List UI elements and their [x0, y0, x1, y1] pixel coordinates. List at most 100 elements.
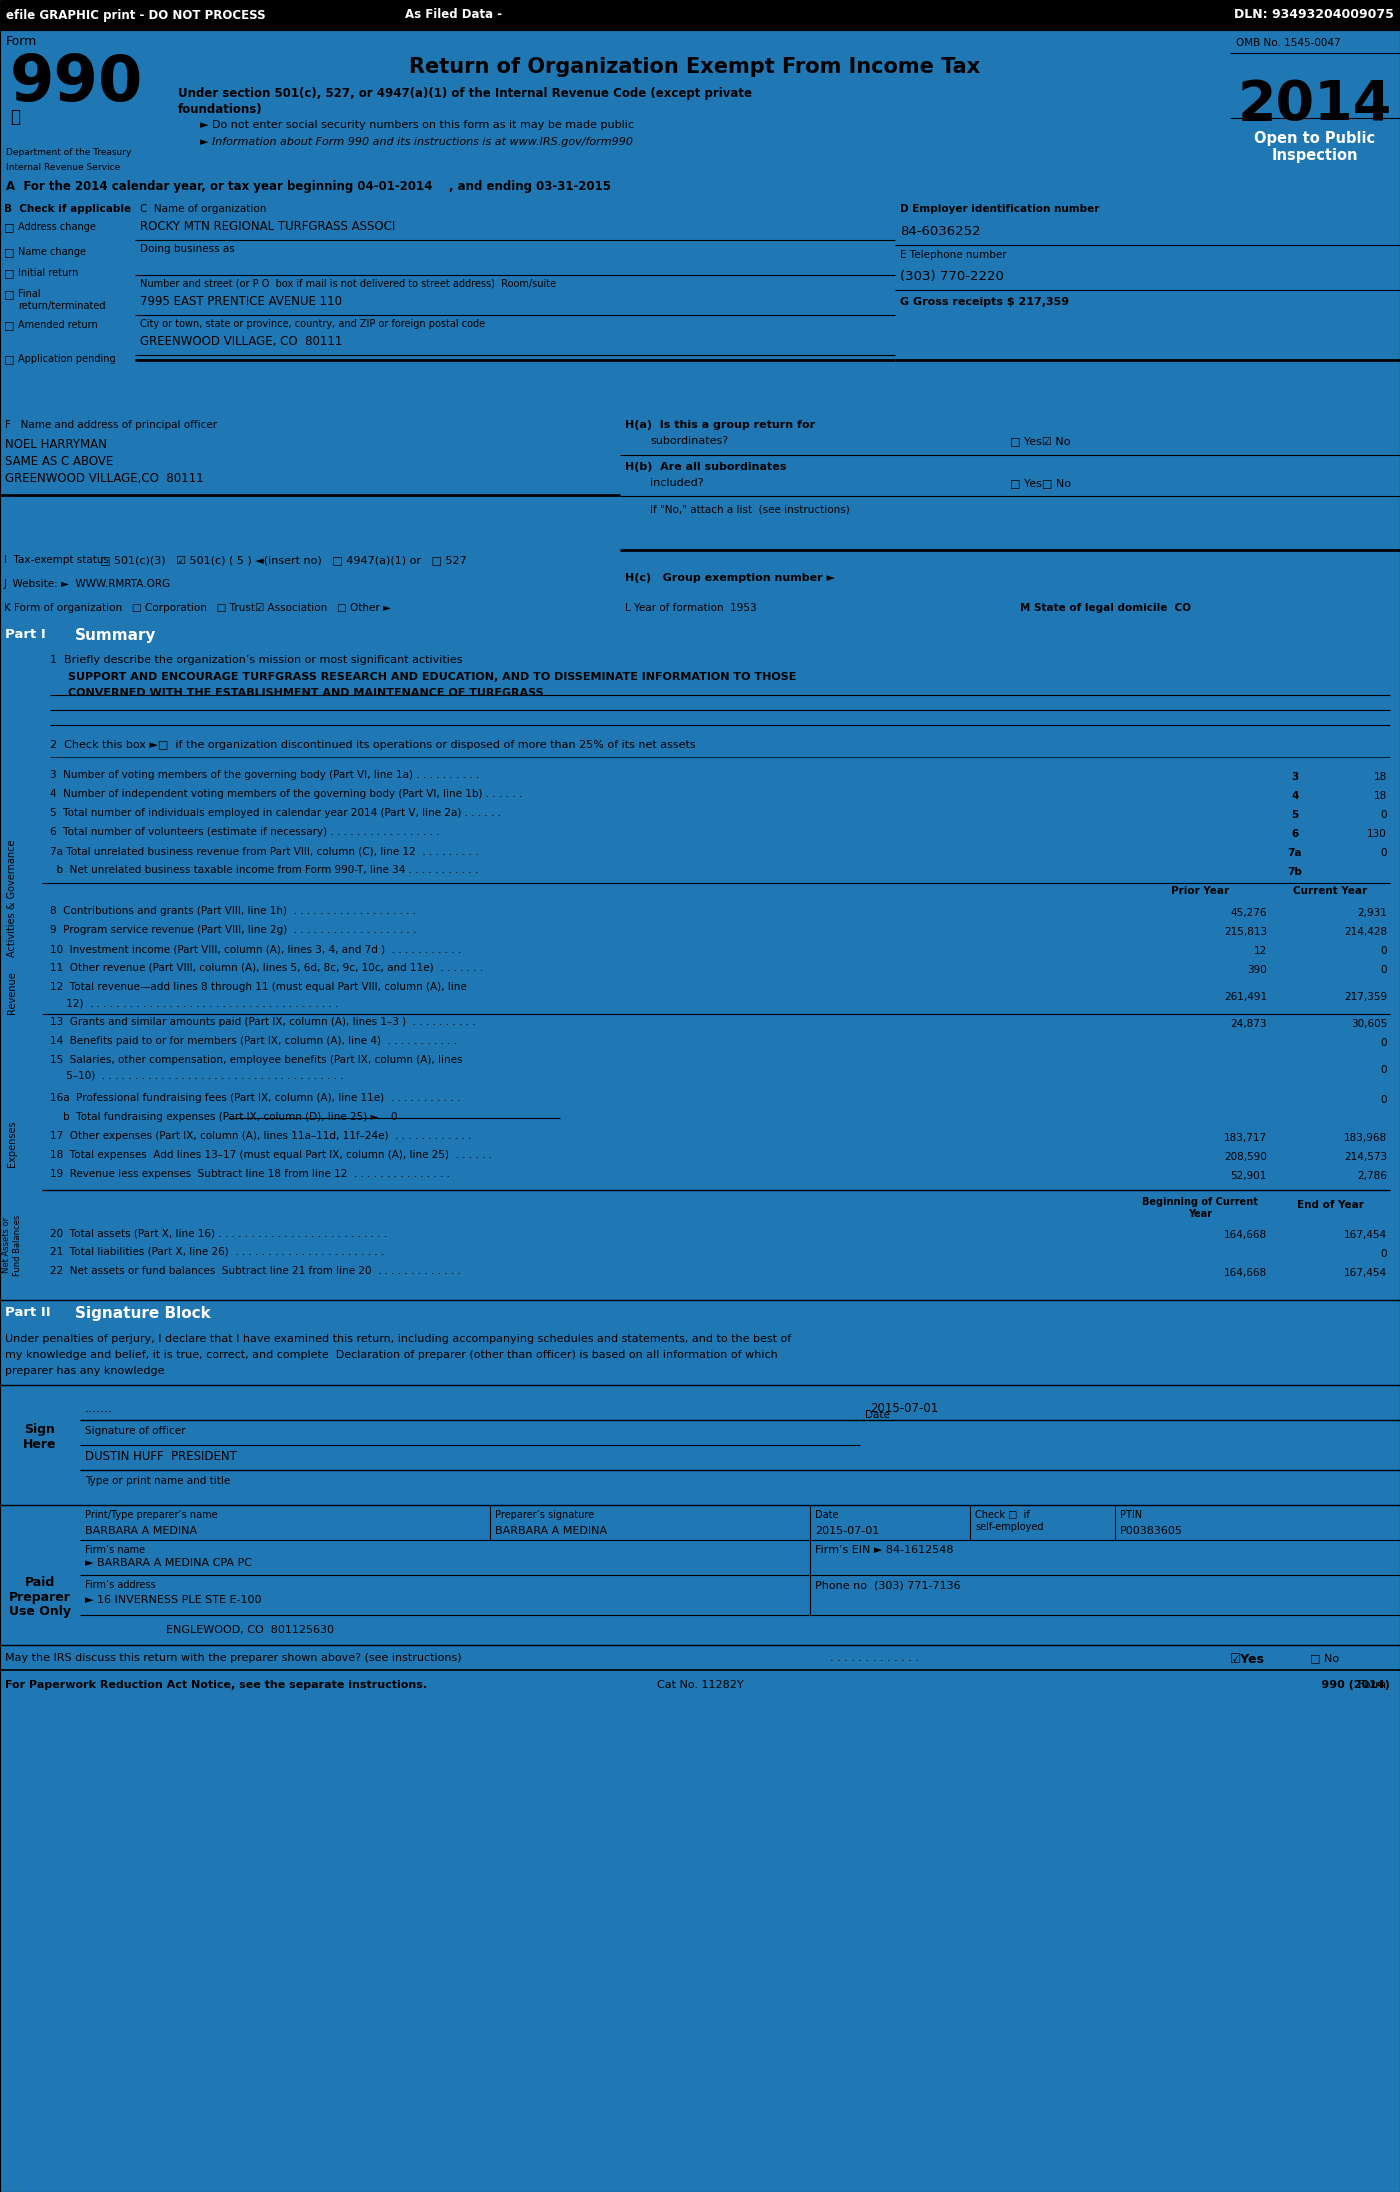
Text: 6: 6 [1291, 829, 1299, 840]
Text: DLN: 93493204009075: DLN: 93493204009075 [1235, 9, 1394, 22]
Text: 22  Net assets or fund balances  Subtract line 21 from line 20  . . . . . . . . : 22 Net assets or fund balances Subtract … [50, 1267, 461, 1276]
Text: Firm’s name: Firm’s name [85, 1545, 146, 1554]
Bar [1231, 31, 1400, 175]
Text: ► Do not enter social security numbers on this form as it may be made public: ► Do not enter social security numbers o… [200, 121, 634, 129]
Text: 7995 EAST PRENTICE AVENUE 110: 7995 EAST PRENTICE AVENUE 110 [140, 296, 342, 309]
Text: Signature of officer: Signature of officer [85, 1427, 185, 1436]
Text: efile GRAPHIC print - DO NOT PROCESS: efile GRAPHIC print - DO NOT PROCESS [6, 9, 266, 22]
Text: 18: 18 [1373, 791, 1387, 800]
Text: 12)  . . . . . . . . . . . . . . . . . . . . . . . . . . . . . . . . . . . . . .: 12) . . . . . . . . . . . . . . . . . . … [50, 997, 339, 1008]
Text: Initial return: Initial return [18, 267, 78, 278]
Text: ► Information about Form 990 and its instructions is at www.IRS.gov/form990: ► Information about Form 990 and its ins… [200, 136, 633, 147]
Bar [1130, 943, 1270, 960]
Bar [1130, 980, 1270, 1015]
Text: For Paperwork Reduction Act Notice, see the separate instructions.: For Paperwork Reduction Act Notice, see … [6, 1679, 427, 1690]
Text: 167,454: 167,454 [1344, 1267, 1387, 1278]
Text: SAME AS C ABOVE: SAME AS C ABOVE [6, 456, 113, 469]
Text: City or town, state or province, country, and ZIP or foreign postal code: City or town, state or province, country… [140, 320, 486, 329]
Text: Net Assets or
Fund Balances: Net Assets or Fund Balances [3, 1214, 22, 1276]
Bar [1270, 1149, 1390, 1166]
Text: 208,590: 208,590 [1224, 1153, 1267, 1162]
Text: Paid
Preparer
Use Only: Paid Preparer Use Only [8, 1576, 71, 1618]
Text: □: □ [4, 353, 14, 364]
Text: 0: 0 [1380, 848, 1387, 857]
Bar [0, 550, 620, 574]
Bar [1130, 923, 1270, 940]
Text: □ Yes☑ No: □ Yes☑ No [1009, 436, 1071, 445]
Text: Beginning of Current
Year: Beginning of Current Year [1142, 1197, 1259, 1219]
Text: Date: Date [815, 1510, 839, 1519]
Text: Address change: Address change [18, 221, 95, 232]
Bar [1130, 1015, 1270, 1032]
Text: Return of Organization Exempt From Income Tax: Return of Organization Exempt From Incom… [409, 57, 980, 77]
Bar [1270, 1052, 1390, 1087]
Text: Under section 501(c), 527, or 4947(a)(1) of the Internal Revenue Code (except pr: Under section 501(c), 527, or 4947(a)(1)… [178, 88, 752, 101]
Text: □: □ [4, 221, 14, 232]
Text: 0: 0 [1380, 1065, 1387, 1074]
Text: 17  Other expenses (Part IX, column (A), lines 11a–11d, 11f–24e)  . . . . . . . : 17 Other expenses (Part IX, column (A), … [50, 1131, 472, 1142]
Bar [0, 1300, 1400, 1326]
Text: 6  Total number of volunteers (estimate if necessary) . . . . . . . . . . . . . : 6 Total number of volunteers (estimate i… [50, 826, 440, 837]
Text: Activities & Governance: Activities & Governance [7, 840, 17, 956]
Text: .......: ....... [85, 1403, 113, 1416]
Text: 9  Program service revenue (Part VIII, line 2g)  . . . . . . . . . . . . . . . .: 9 Program service revenue (Part VIII, li… [50, 925, 416, 936]
Bar [0, 1015, 42, 1274]
Bar [0, 31, 160, 175]
Text: 0: 0 [1380, 1096, 1387, 1105]
Bar [620, 598, 1015, 623]
Text: Print/Type preparer’s name: Print/Type preparer’s name [85, 1510, 217, 1519]
Text: I  Tax-exempt status: I Tax-exempt status [4, 555, 109, 566]
Bar [0, 175, 1400, 199]
Text: Current Year: Current Year [1294, 886, 1366, 897]
Text: Open to Public
Inspection: Open to Public Inspection [1254, 132, 1376, 162]
Bar [1270, 903, 1390, 923]
Text: 4  Number of independent voting members of the governing body (Part VI, line 1b): 4 Number of independent voting members o… [50, 789, 522, 800]
Text: A  For the 2014 calendar year, or tax year beginning 04-01-2014    , and ending : A For the 2014 calendar year, or tax yea… [6, 180, 610, 193]
Text: b  Total fundraising expenses (Part IX, column (D), line 25) ►: b Total fundraising expenses (Part IX, c… [50, 1111, 378, 1122]
Bar [1130, 1149, 1270, 1166]
Text: End of Year: End of Year [1296, 1199, 1364, 1210]
Text: P00383605: P00383605 [1120, 1526, 1183, 1537]
Bar [80, 1385, 1400, 1506]
Bar [1270, 1035, 1390, 1052]
Text: 217,359: 217,359 [1344, 993, 1387, 1002]
Text: Prior Year: Prior Year [1170, 886, 1229, 897]
Text: □: □ [4, 267, 14, 278]
Bar [1270, 767, 1320, 787]
Bar [0, 1385, 80, 1506]
Text: Internal Revenue Service: Internal Revenue Service [6, 162, 120, 171]
Text: F   Name and address of principal officer: F Name and address of principal officer [6, 421, 217, 430]
Bar [1130, 1052, 1270, 1087]
Bar [1270, 1245, 1390, 1263]
Text: 3  Number of voting members of the governing body (Part VI, line 1a) . . . . . .: 3 Number of voting members of the govern… [50, 769, 479, 780]
Bar [1270, 864, 1320, 881]
Bar [1015, 598, 1400, 623]
Text: 7a: 7a [1288, 848, 1302, 857]
Text: 2  Check this box ►□  if the organization discontinued its operations or dispose: 2 Check this box ►□ if the organization … [50, 741, 696, 750]
Text: If "No," attach a list  (see instructions): If "No," attach a list (see instructions… [650, 504, 850, 515]
Bar [620, 414, 1400, 550]
Text: foundations): foundations) [178, 103, 263, 116]
Text: 2014: 2014 [1238, 79, 1392, 132]
Text: my knowledge and belief, it is true, correct, and complete  Declaration of prepa: my knowledge and belief, it is true, cor… [6, 1350, 778, 1359]
Bar [0, 883, 42, 1103]
Bar [1270, 1190, 1390, 1223]
Bar [0, 1506, 80, 1694]
Text: As Filed Data -: As Filed Data - [405, 9, 503, 22]
Bar [1130, 1265, 1270, 1282]
Text: preparer has any knowledge: preparer has any knowledge [6, 1366, 165, 1377]
Text: 261,491: 261,491 [1224, 993, 1267, 1002]
Bar [1130, 1225, 1270, 1245]
Text: b  Net unrelated business taxable income from Form 990-T, line 34 . . . . . . . : b Net unrelated business taxable income … [50, 866, 479, 875]
Text: subordinates?: subordinates? [650, 436, 728, 445]
Text: GREENWOOD VILLAGE, CO  80111: GREENWOOD VILLAGE, CO 80111 [140, 335, 343, 349]
Text: 5  Total number of individuals employed in calendar year 2014 (Part V, line 2a) : 5 Total number of individuals employed i… [50, 809, 501, 818]
Bar [1270, 1015, 1390, 1032]
Text: 183,717: 183,717 [1224, 1133, 1267, 1142]
Text: 18: 18 [1373, 772, 1387, 783]
Bar [0, 0, 1400, 31]
Text: 990 (2014): 990 (2014) [1302, 1679, 1390, 1690]
Text: BARBARA A MEDINA: BARBARA A MEDINA [85, 1526, 197, 1537]
Text: Expenses: Expenses [7, 1120, 17, 1168]
Text: D Employer identification number: D Employer identification number [900, 204, 1099, 215]
